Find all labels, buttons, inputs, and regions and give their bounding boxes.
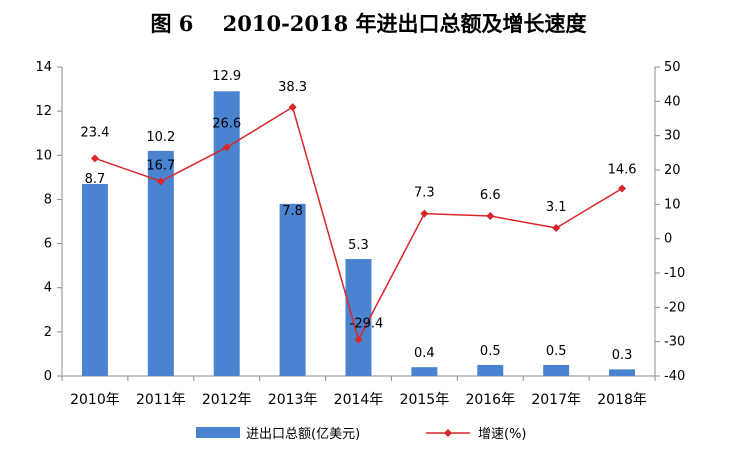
y-right-tick-label: 0 [664, 232, 672, 247]
bar-value-label: 8.7 [85, 172, 106, 187]
x-tick-label: 2013年 [268, 392, 318, 408]
line-value-label: 38.3 [278, 80, 307, 95]
y-right-tick-label: -40 [664, 369, 685, 384]
y-left-tick-label: 6 [44, 237, 52, 252]
bar [345, 259, 372, 376]
bar-value-label: 7.8 [282, 204, 303, 219]
bar [609, 369, 636, 376]
y-right-tick-label: 30 [664, 129, 681, 144]
bar [543, 364, 570, 376]
line-point-marker [486, 212, 495, 221]
x-tick-label: 2014年 [334, 392, 384, 408]
line-point-marker [420, 209, 429, 218]
line-value-label: -29.4 [350, 317, 384, 332]
y-right-tick-label: 10 [664, 197, 681, 212]
y-left-tick-label: 12 [35, 104, 52, 119]
line-value-label: 23.4 [80, 125, 109, 140]
line-value-label: 7.3 [414, 186, 435, 201]
x-tick-label: 2011年 [136, 392, 186, 408]
line-value-label: 26.6 [212, 116, 241, 131]
line-point-marker [222, 143, 231, 152]
line-value-label: 14.6 [608, 163, 637, 178]
y-right-tick-label: 50 [664, 60, 681, 75]
x-tick-label: 2016年 [465, 392, 515, 408]
legend-bar-swatch [196, 427, 240, 438]
y-right-tick-label: -30 [664, 335, 685, 350]
y-right-tick-label: 20 [664, 163, 681, 178]
legend-line-label: 增速(%) [478, 427, 527, 442]
x-tick-label: 2012年 [202, 392, 252, 408]
bar [81, 183, 108, 376]
line-point-marker [618, 184, 627, 193]
y-right-tick-label: -20 [664, 300, 685, 315]
bar [411, 367, 438, 376]
line-point-marker [156, 177, 165, 186]
line-point-marker [90, 154, 99, 163]
bar-value-label: 5.3 [348, 238, 369, 253]
line-point-marker [552, 224, 561, 233]
line-value-label: 16.7 [146, 158, 175, 173]
legend-bar-label: 进出口总额(亿美元) [246, 427, 360, 442]
line-value-label: 6.6 [480, 188, 501, 203]
line-point-marker [288, 103, 297, 112]
bar-value-label: 0.3 [612, 348, 633, 363]
y-right-tick-label: -10 [664, 266, 685, 281]
y-left-tick-label: 0 [44, 369, 52, 384]
bar [213, 91, 240, 377]
bar [477, 364, 504, 376]
y-left-tick-label: 2 [44, 325, 52, 340]
bar-value-label: 12.9 [212, 69, 241, 84]
bar-value-label: 0.5 [480, 344, 501, 359]
y-left-tick-label: 4 [44, 281, 52, 296]
bar-value-label: 10.2 [146, 130, 175, 145]
y-left-tick-label: 8 [44, 192, 52, 207]
x-tick-label: 2010年 [70, 392, 120, 408]
line-point-marker [354, 335, 363, 344]
x-tick-label: 2015年 [400, 392, 450, 408]
x-tick-label: 2017年 [531, 392, 581, 408]
bar-value-label: 0.5 [546, 344, 567, 359]
x-tick-label: 2018年 [597, 392, 647, 408]
y-right-tick-label: 40 [664, 94, 681, 109]
chart-title: 图 6 2010-2018 年进出口总额及增长速度 [150, 11, 587, 36]
legend-line-marker [444, 429, 452, 437]
line-value-label: 3.1 [546, 200, 567, 215]
y-left-tick-label: 14 [35, 60, 52, 75]
bar-value-label: 0.4 [414, 346, 435, 361]
bar [147, 150, 174, 376]
y-left-tick-label: 10 [35, 148, 52, 163]
bar [279, 203, 306, 376]
